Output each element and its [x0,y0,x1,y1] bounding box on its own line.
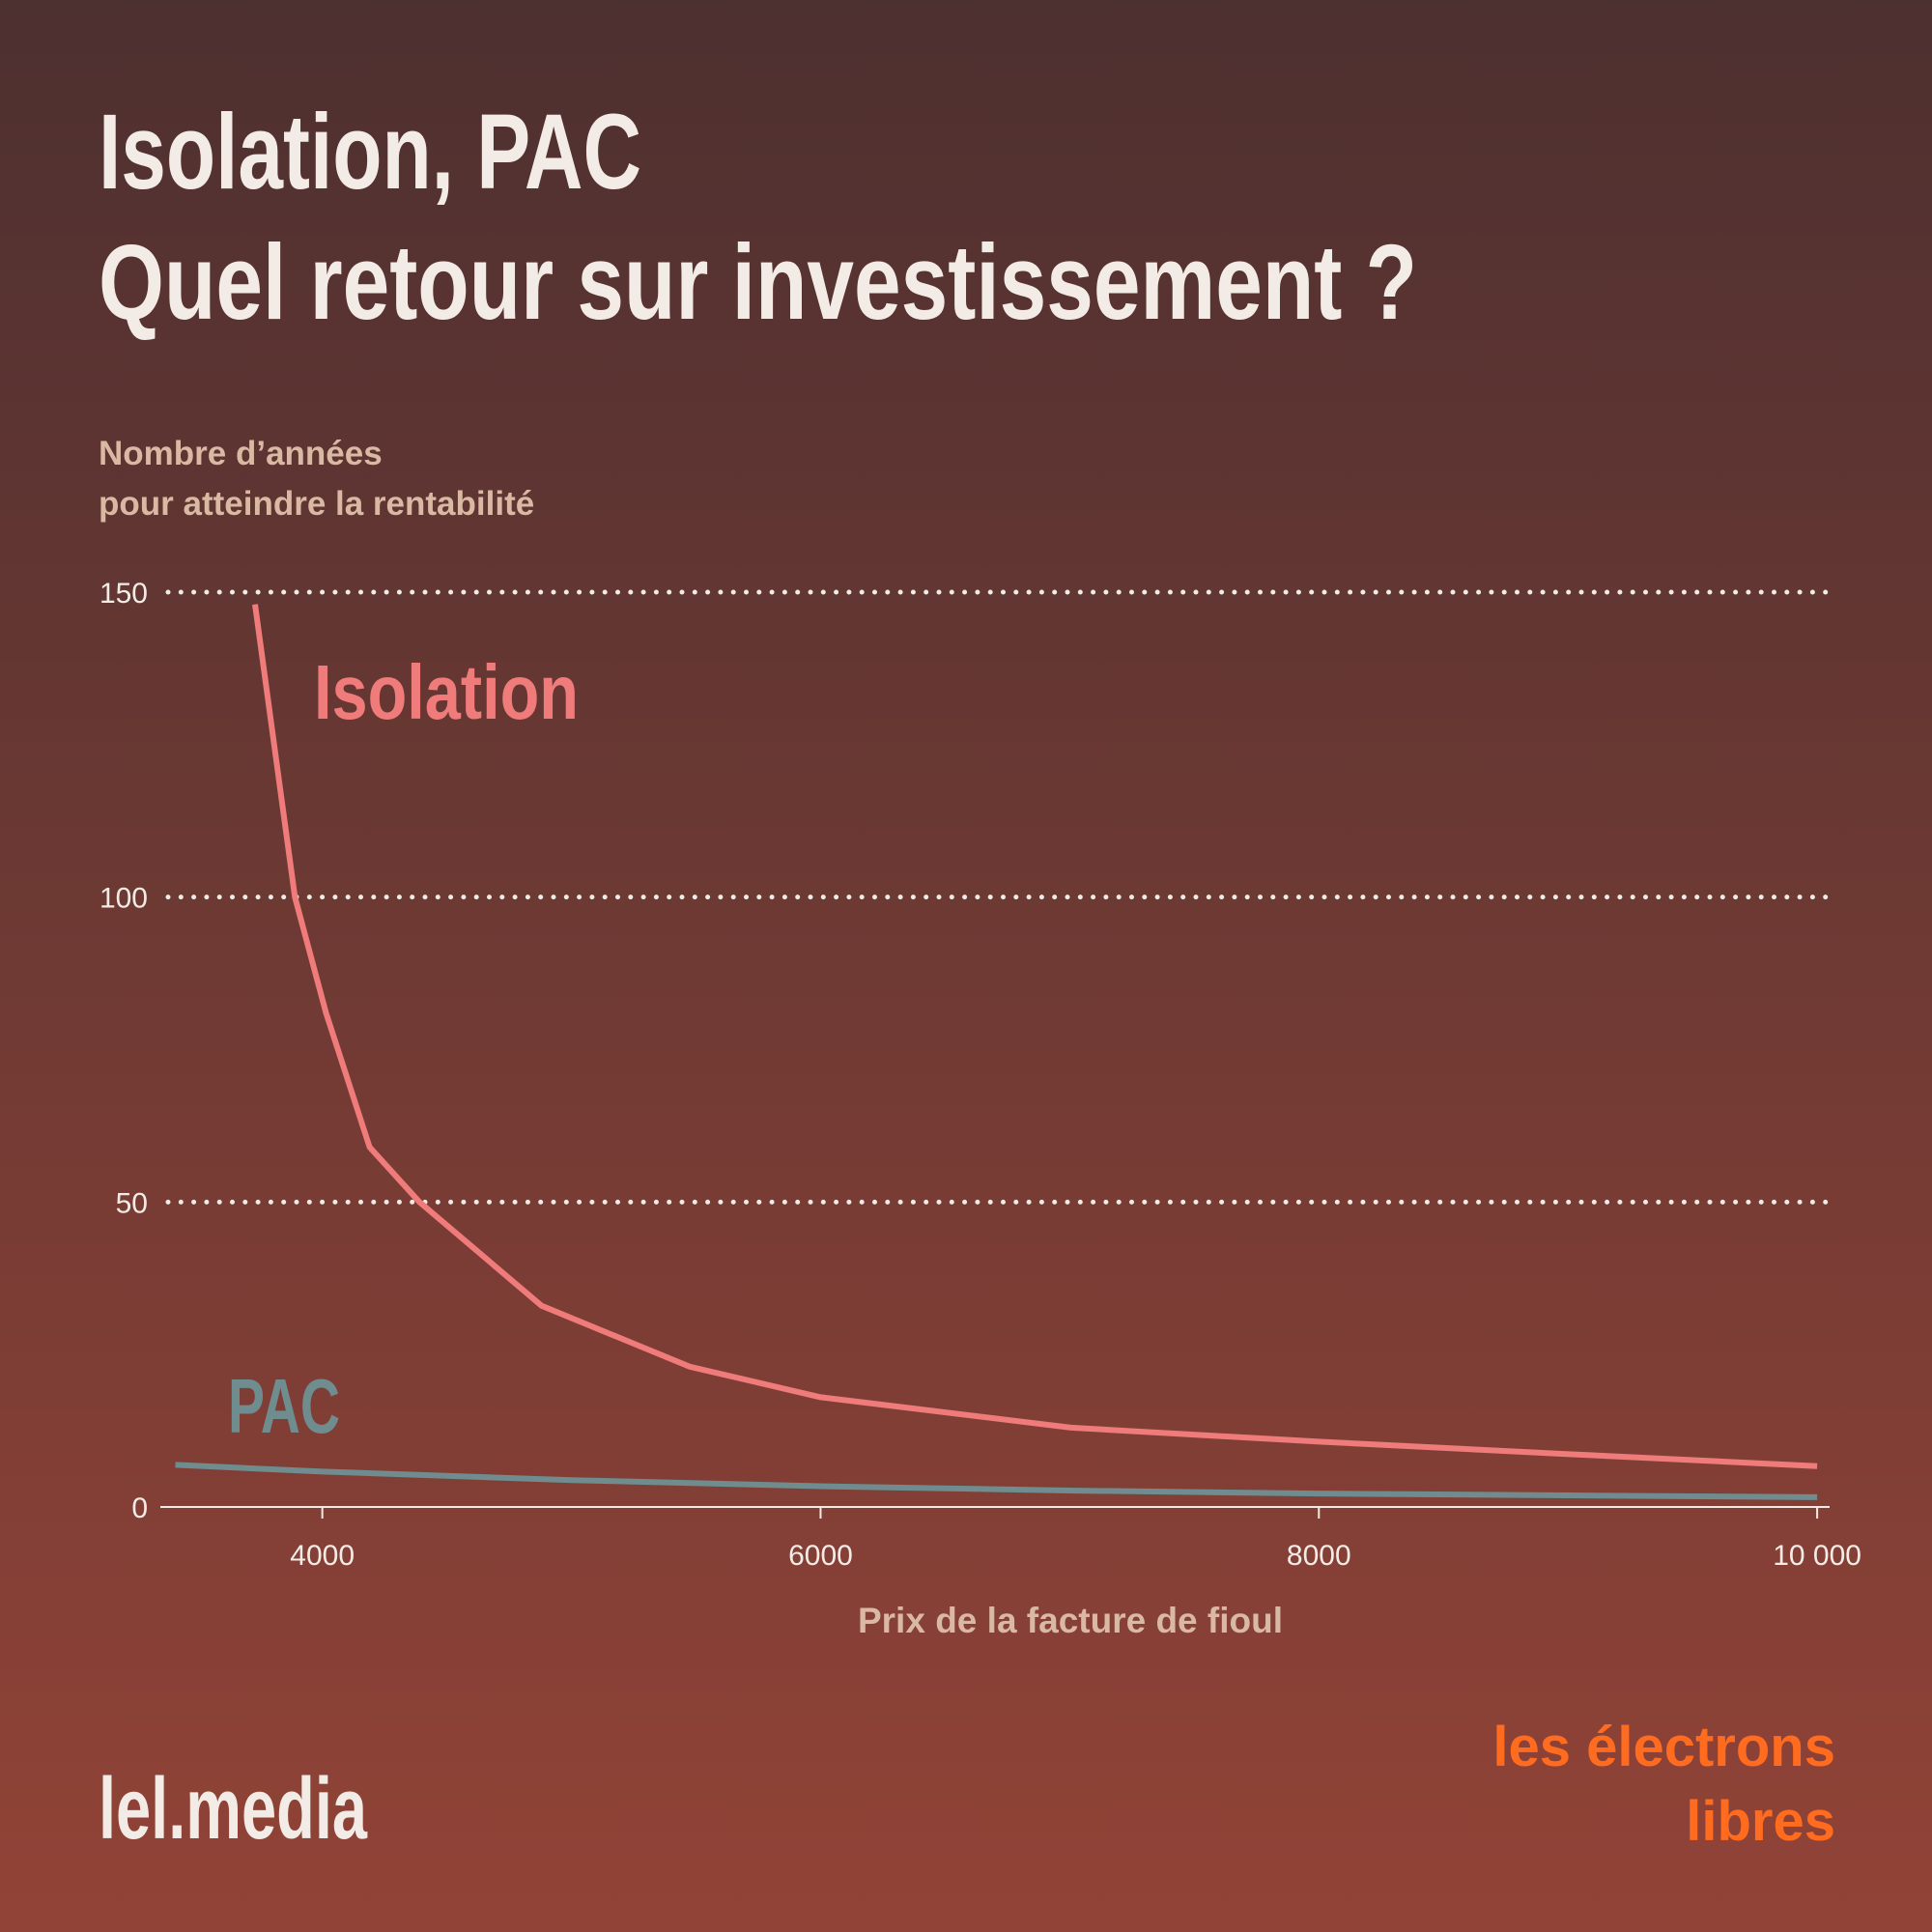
y-axis-label: Nombre d’années [99,435,383,472]
y-tick-label: 100 [99,883,148,915]
x-tick-label: 10 000 [1773,1540,1861,1572]
logo: les électrons [1492,1716,1835,1778]
series-line [252,604,1818,1469]
x-tick-label: 8000 [1287,1540,1351,1572]
series-label: Isolation [314,649,579,735]
y-tick-label: 0 [131,1492,148,1524]
site-name: lel.media [99,1761,368,1858]
y-tick-label: 50 [116,1187,148,1219]
y-axis-label: pour atteindre la rentabilité [99,485,534,523]
chart-title: Isolation, PAC [99,93,641,212]
x-axis-label: Prix de la facture de fioul [858,1601,1283,1640]
series-label: PAC [228,1363,340,1449]
logo: libres [1686,1790,1835,1853]
chart-subtitle: Quel retour sur investissement ? [99,223,1417,342]
y-tick-label: 150 [99,578,148,610]
x-tick-label: 6000 [788,1540,853,1572]
series-line [175,1462,1818,1500]
x-tick-label: 4000 [290,1540,355,1572]
